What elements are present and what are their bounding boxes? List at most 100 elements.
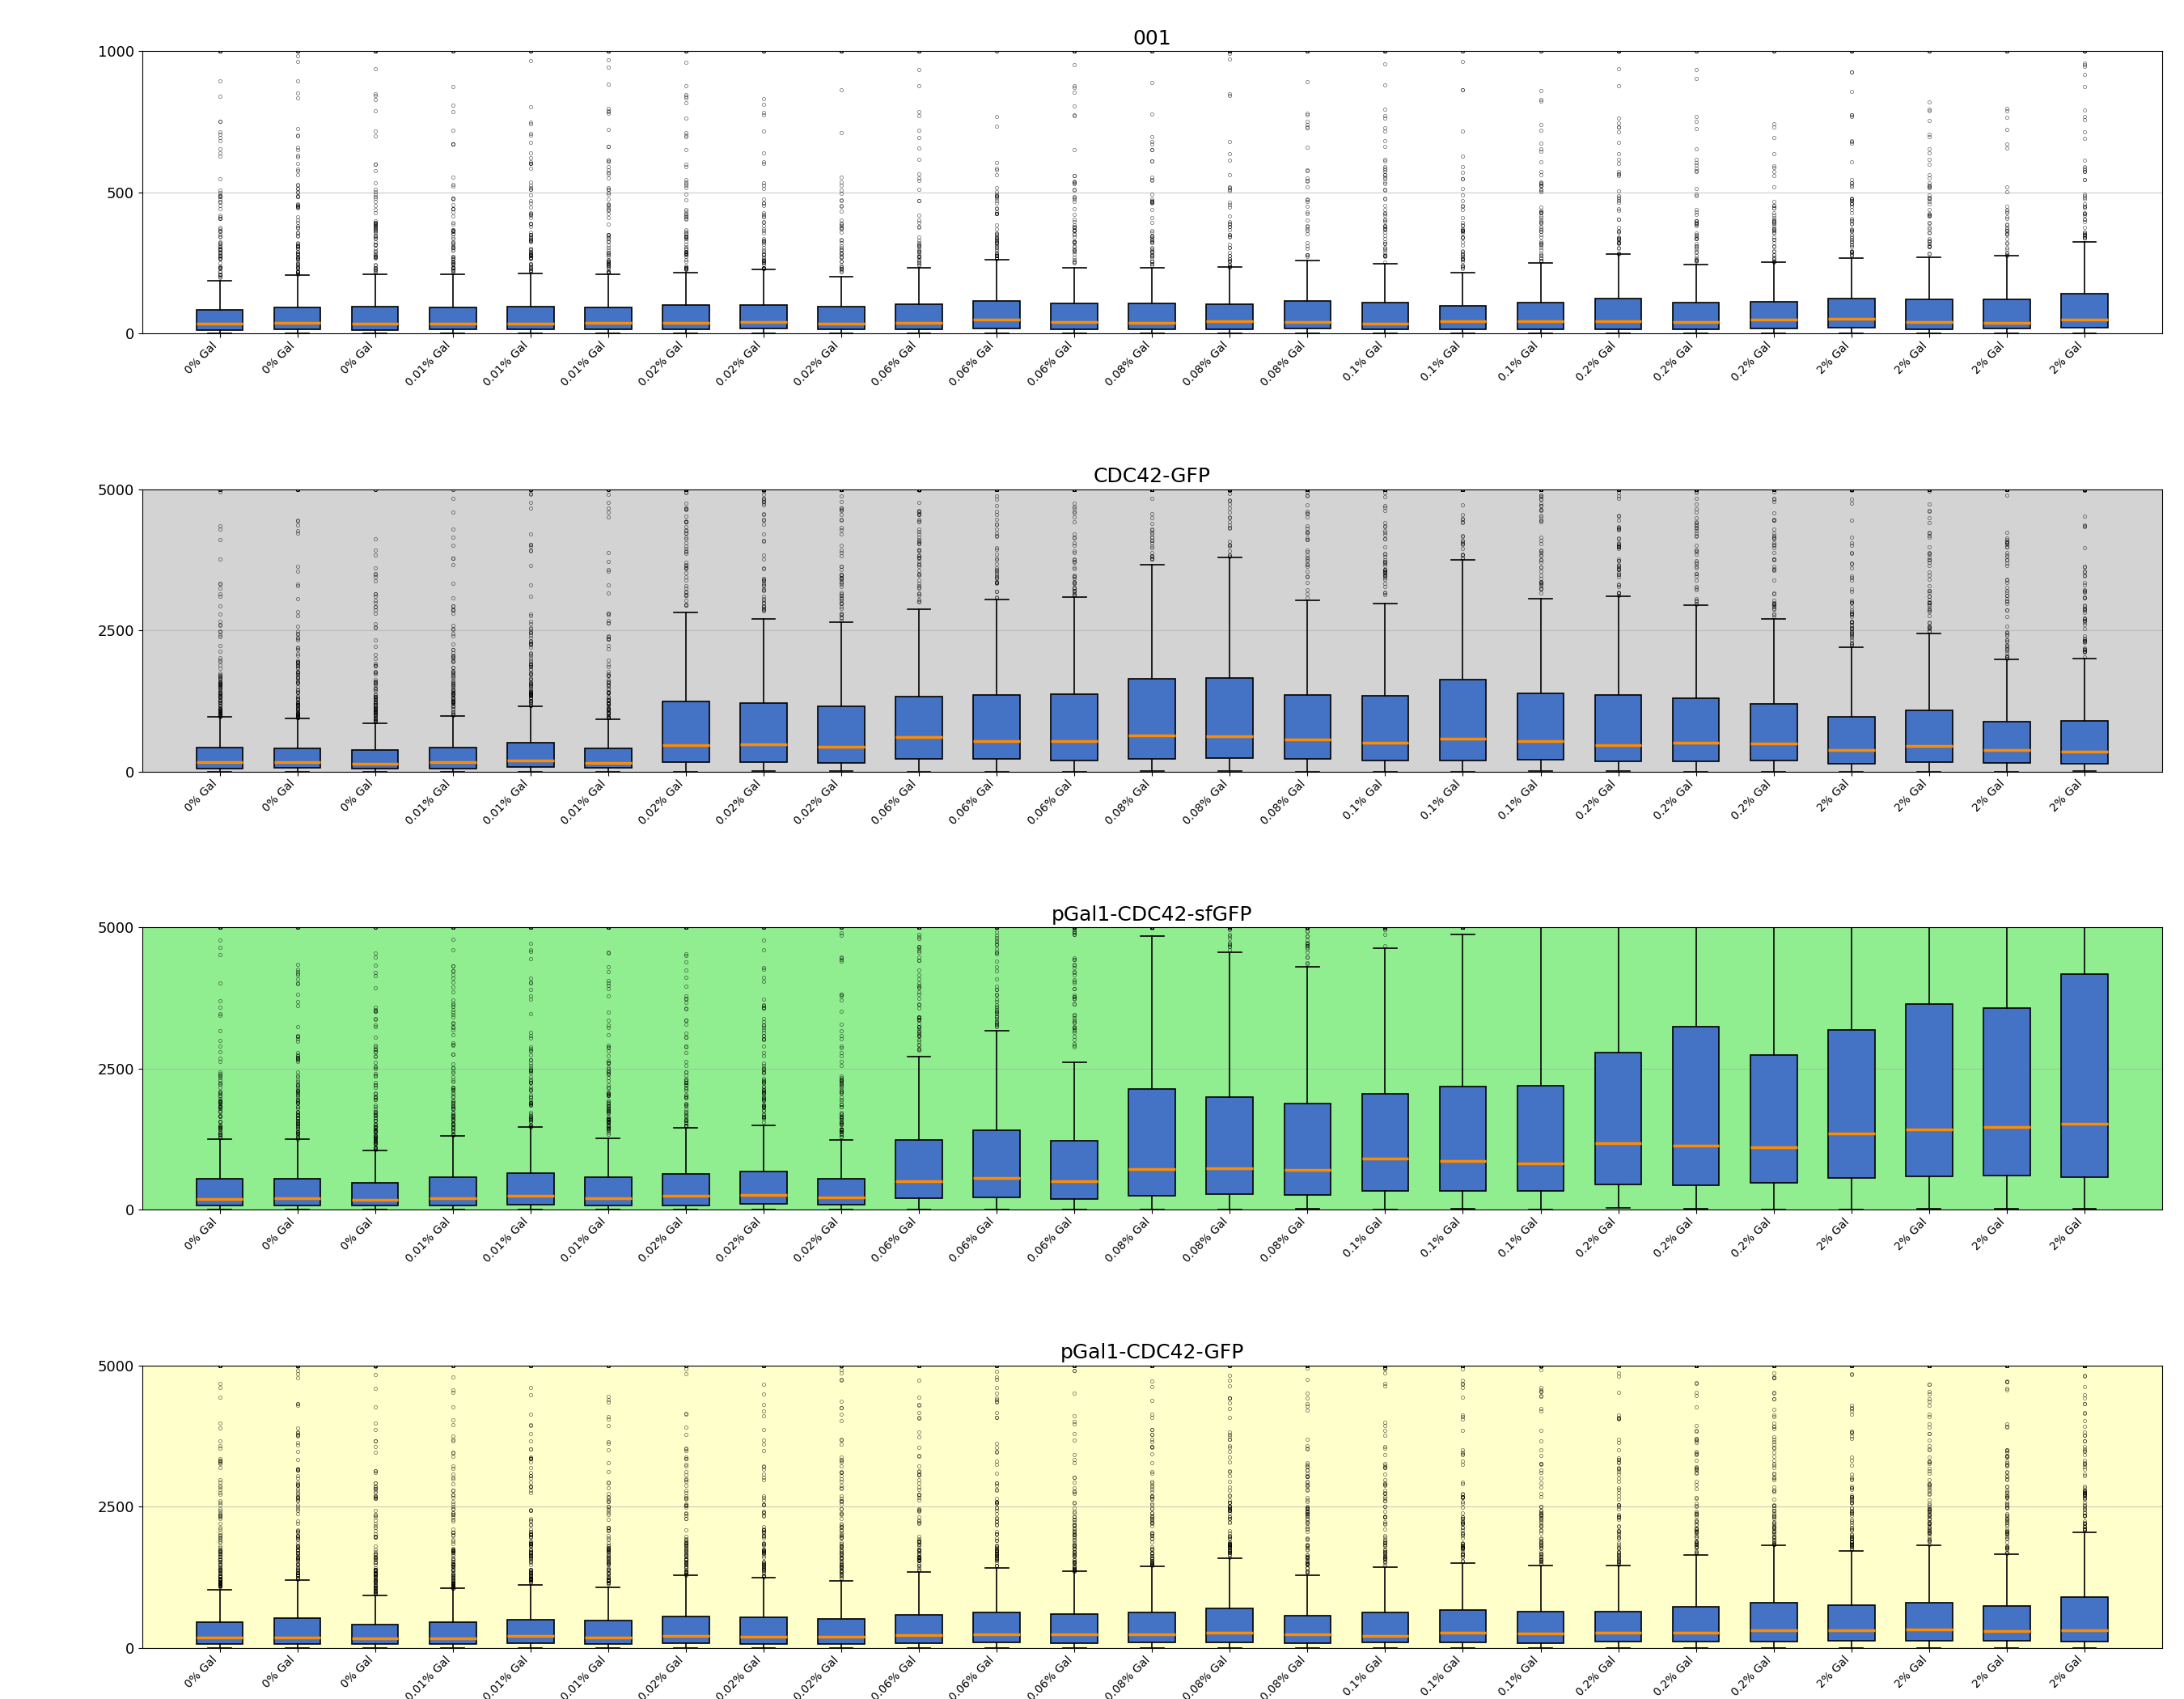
PathPatch shape xyxy=(895,304,941,330)
PathPatch shape xyxy=(895,1140,941,1198)
PathPatch shape xyxy=(1051,1140,1099,1199)
PathPatch shape xyxy=(1907,1004,1952,1176)
PathPatch shape xyxy=(507,308,555,330)
PathPatch shape xyxy=(662,1174,710,1205)
PathPatch shape xyxy=(585,1621,631,1645)
PathPatch shape xyxy=(1749,1055,1797,1183)
PathPatch shape xyxy=(430,308,476,330)
PathPatch shape xyxy=(585,308,631,330)
PathPatch shape xyxy=(1284,695,1330,759)
PathPatch shape xyxy=(1828,1606,1874,1641)
PathPatch shape xyxy=(197,1623,242,1645)
PathPatch shape xyxy=(1363,1094,1409,1191)
PathPatch shape xyxy=(1594,1053,1642,1184)
PathPatch shape xyxy=(1594,1611,1642,1641)
PathPatch shape xyxy=(273,308,321,330)
PathPatch shape xyxy=(585,748,631,768)
PathPatch shape xyxy=(819,1619,865,1645)
PathPatch shape xyxy=(1518,693,1564,759)
PathPatch shape xyxy=(895,1614,941,1643)
PathPatch shape xyxy=(895,697,941,758)
PathPatch shape xyxy=(1983,722,2031,763)
PathPatch shape xyxy=(1518,1611,1564,1643)
PathPatch shape xyxy=(273,1617,321,1643)
PathPatch shape xyxy=(1439,306,1485,330)
PathPatch shape xyxy=(1518,1086,1564,1191)
PathPatch shape xyxy=(1439,1611,1485,1643)
PathPatch shape xyxy=(740,1172,786,1205)
Title: pGal1-CDC42-sfGFP: pGal1-CDC42-sfGFP xyxy=(1051,906,1254,924)
PathPatch shape xyxy=(1749,302,1797,328)
PathPatch shape xyxy=(1363,695,1409,761)
PathPatch shape xyxy=(507,1174,555,1205)
PathPatch shape xyxy=(1363,302,1409,330)
PathPatch shape xyxy=(585,1177,631,1205)
PathPatch shape xyxy=(430,1177,476,1205)
PathPatch shape xyxy=(197,309,242,330)
PathPatch shape xyxy=(1907,1602,1952,1641)
PathPatch shape xyxy=(1828,717,1874,765)
PathPatch shape xyxy=(273,1179,321,1205)
PathPatch shape xyxy=(740,304,786,328)
PathPatch shape xyxy=(1673,698,1719,761)
PathPatch shape xyxy=(662,702,710,761)
PathPatch shape xyxy=(1206,1607,1254,1641)
PathPatch shape xyxy=(819,1179,865,1205)
PathPatch shape xyxy=(974,1612,1020,1643)
PathPatch shape xyxy=(1206,304,1254,330)
PathPatch shape xyxy=(1206,678,1254,758)
PathPatch shape xyxy=(1749,703,1797,761)
PathPatch shape xyxy=(1828,1030,1874,1177)
PathPatch shape xyxy=(2062,1597,2108,1641)
PathPatch shape xyxy=(1673,1028,1719,1186)
PathPatch shape xyxy=(1051,695,1099,761)
PathPatch shape xyxy=(662,306,710,330)
PathPatch shape xyxy=(1129,1089,1175,1196)
PathPatch shape xyxy=(2062,974,2108,1177)
PathPatch shape xyxy=(1439,680,1485,759)
PathPatch shape xyxy=(974,695,1020,759)
PathPatch shape xyxy=(273,748,321,768)
PathPatch shape xyxy=(352,1624,397,1645)
PathPatch shape xyxy=(1983,1606,2031,1641)
PathPatch shape xyxy=(1749,1602,1797,1641)
PathPatch shape xyxy=(1907,299,1952,330)
PathPatch shape xyxy=(819,707,865,763)
PathPatch shape xyxy=(1206,1098,1254,1194)
PathPatch shape xyxy=(1284,1616,1330,1643)
PathPatch shape xyxy=(1907,710,1952,761)
PathPatch shape xyxy=(1673,1607,1719,1641)
PathPatch shape xyxy=(740,1617,786,1643)
PathPatch shape xyxy=(1594,695,1642,761)
Title: 001: 001 xyxy=(1133,29,1171,48)
PathPatch shape xyxy=(1518,302,1564,330)
PathPatch shape xyxy=(2062,720,2108,763)
PathPatch shape xyxy=(2062,294,2108,328)
PathPatch shape xyxy=(740,703,786,761)
Title: CDC42-GFP: CDC42-GFP xyxy=(1094,467,1210,486)
PathPatch shape xyxy=(1983,299,2031,328)
PathPatch shape xyxy=(507,1619,555,1643)
PathPatch shape xyxy=(507,742,555,768)
PathPatch shape xyxy=(1284,301,1330,328)
PathPatch shape xyxy=(352,1183,397,1206)
PathPatch shape xyxy=(1129,304,1175,330)
PathPatch shape xyxy=(819,306,865,330)
Title: pGal1-CDC42-GFP: pGal1-CDC42-GFP xyxy=(1059,1344,1245,1363)
PathPatch shape xyxy=(1983,1008,2031,1176)
PathPatch shape xyxy=(974,301,1020,328)
PathPatch shape xyxy=(1284,1103,1330,1194)
PathPatch shape xyxy=(430,748,476,768)
PathPatch shape xyxy=(974,1130,1020,1198)
PathPatch shape xyxy=(1129,1612,1175,1643)
PathPatch shape xyxy=(197,1179,242,1206)
PathPatch shape xyxy=(662,1616,710,1643)
PathPatch shape xyxy=(197,748,242,768)
PathPatch shape xyxy=(430,1623,476,1645)
PathPatch shape xyxy=(1828,299,1874,328)
PathPatch shape xyxy=(352,749,397,768)
PathPatch shape xyxy=(1051,302,1099,330)
PathPatch shape xyxy=(1439,1086,1485,1191)
PathPatch shape xyxy=(1673,302,1719,330)
PathPatch shape xyxy=(352,308,397,330)
